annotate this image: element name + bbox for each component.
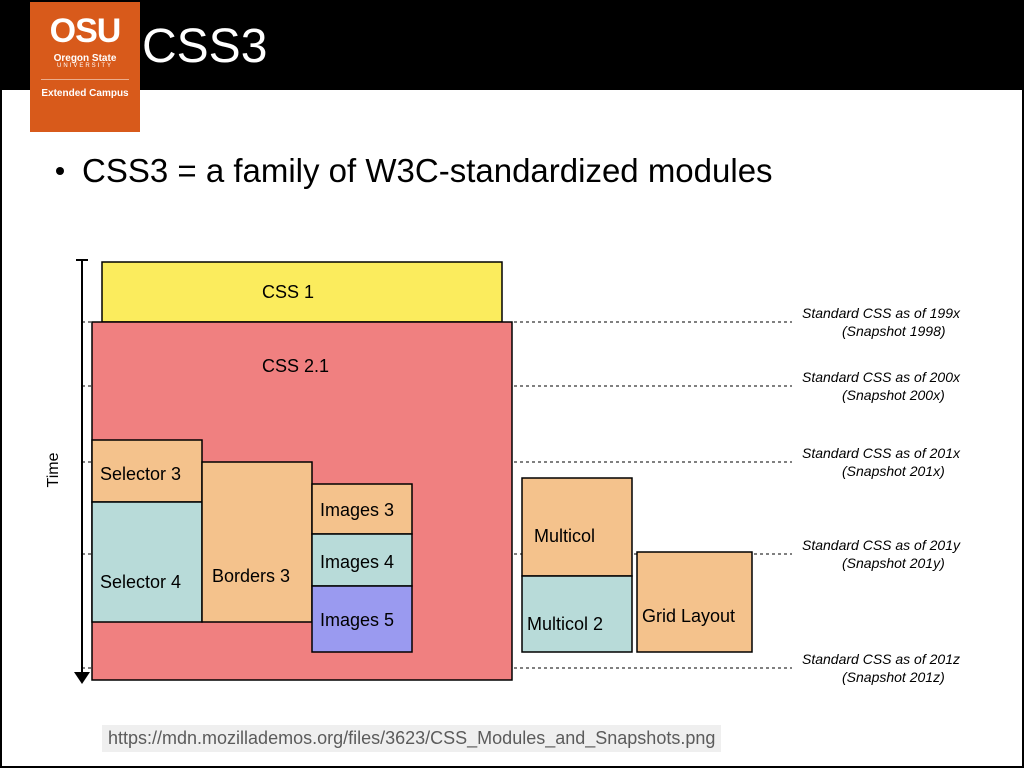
logo-divider [41, 79, 129, 80]
logo-text-extended: Extended Campus [41, 88, 128, 99]
snapshot-label-line2: (Snapshot 201z) [842, 669, 945, 685]
header-bar: CSS3 [2, 2, 1022, 90]
chart-area: CSS 1 CSS 2.1 Selector 3 Selector 4 Borders … [32, 252, 1002, 692]
block-borders3 [202, 462, 312, 622]
snapshot-label-line1: Standard CSS as of 199x [802, 305, 961, 321]
block-label-images5: Images 5 [320, 610, 394, 630]
snapshot-label-line1: Standard CSS as of 201y [802, 537, 961, 553]
block-label-multicol: Multicol [534, 526, 595, 546]
snapshot-label-line1: Standard CSS as of 200x [802, 369, 961, 385]
logo-text-main: OSU [50, 12, 121, 51]
slide-body: CSS3 = a family of W3C-standardized modu… [52, 152, 1002, 220]
block-selector4 [92, 502, 202, 622]
block-label-selector3: Selector 3 [100, 464, 181, 484]
slide-title: CSS3 [142, 19, 267, 74]
block-label-borders3: Borders 3 [212, 566, 290, 586]
snapshot-label-line2: (Snapshot 201x) [842, 463, 945, 479]
chart-svg: CSS 1 CSS 2.1 Selector 3 Selector 4 Borders … [32, 252, 1002, 692]
snapshot-label-line1: Standard CSS as of 201z [802, 651, 960, 667]
slide: CSS3 OSU Oregon State UNIVERSITY Extende… [0, 0, 1024, 768]
block-label-images3: Images 3 [320, 500, 394, 520]
bullet-icon [56, 167, 64, 175]
bullet-text: CSS3 = a family of W3C-standardized modu… [82, 152, 773, 190]
snapshot-label-line2: (Snapshot 1998) [842, 323, 946, 339]
snapshot-label-line2: (Snapshot 201y) [842, 555, 945, 571]
time-axis-label: Time [45, 452, 62, 487]
block-label-images4: Images 4 [320, 552, 394, 572]
snapshot-label-line2: (Snapshot 200x) [842, 387, 945, 403]
bullet-row: CSS3 = a family of W3C-standardized modu… [52, 152, 1002, 190]
block-gridlayout [637, 552, 752, 652]
time-axis-arrowhead [74, 672, 90, 684]
block-label-selector4: Selector 4 [100, 572, 181, 592]
logo-osu-box: OSU Oregon State UNIVERSITY Extended Cam… [30, 2, 140, 132]
footer-url: https://mdn.mozillademos.org/files/3623/… [102, 725, 721, 752]
block-label-gridlayout: Grid Layout [642, 606, 735, 626]
block-label-multicol2: Multicol 2 [527, 614, 603, 634]
logo-text-line2: UNIVERSITY [57, 63, 113, 69]
block-label-css1: CSS 1 [262, 282, 314, 302]
block-label-css21: CSS 2.1 [262, 356, 329, 376]
snapshot-label-line1: Standard CSS as of 201x [802, 445, 961, 461]
